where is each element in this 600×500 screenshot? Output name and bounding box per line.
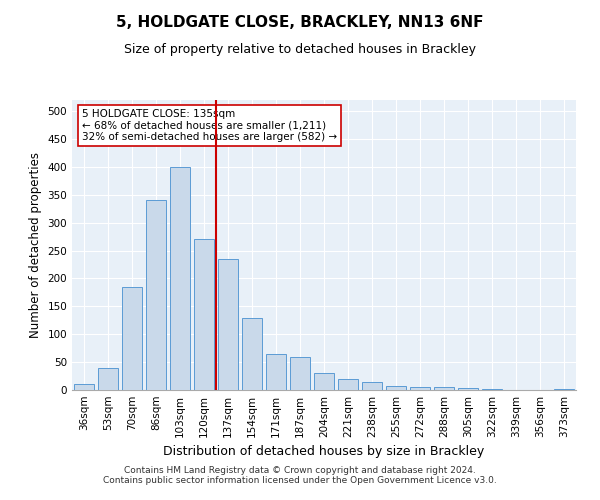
Text: 5, HOLDGATE CLOSE, BRACKLEY, NN13 6NF: 5, HOLDGATE CLOSE, BRACKLEY, NN13 6NF: [116, 15, 484, 30]
Text: Contains HM Land Registry data © Crown copyright and database right 2024.
Contai: Contains HM Land Registry data © Crown c…: [103, 466, 497, 485]
Bar: [74, 384, 94, 390]
Text: Size of property relative to detached houses in Brackley: Size of property relative to detached ho…: [124, 42, 476, 56]
Bar: [410, 387, 430, 390]
X-axis label: Distribution of detached houses by size in Brackley: Distribution of detached houses by size …: [163, 446, 485, 458]
Text: 5 HOLDGATE CLOSE: 135sqm
← 68% of detached houses are smaller (1,211)
32% of sem: 5 HOLDGATE CLOSE: 135sqm ← 68% of detach…: [82, 108, 337, 142]
Bar: [434, 387, 454, 390]
Bar: [290, 356, 310, 390]
Bar: [314, 374, 334, 390]
Bar: [482, 389, 502, 390]
Bar: [122, 287, 142, 390]
Bar: [386, 386, 406, 390]
Bar: [458, 388, 478, 390]
Bar: [146, 200, 166, 390]
Bar: [266, 354, 286, 390]
Bar: [362, 382, 382, 390]
Bar: [242, 318, 262, 390]
Bar: [554, 389, 574, 390]
Bar: [98, 368, 118, 390]
Bar: [194, 240, 214, 390]
Bar: [218, 259, 238, 390]
Y-axis label: Number of detached properties: Number of detached properties: [29, 152, 42, 338]
Bar: [170, 167, 190, 390]
Bar: [338, 379, 358, 390]
